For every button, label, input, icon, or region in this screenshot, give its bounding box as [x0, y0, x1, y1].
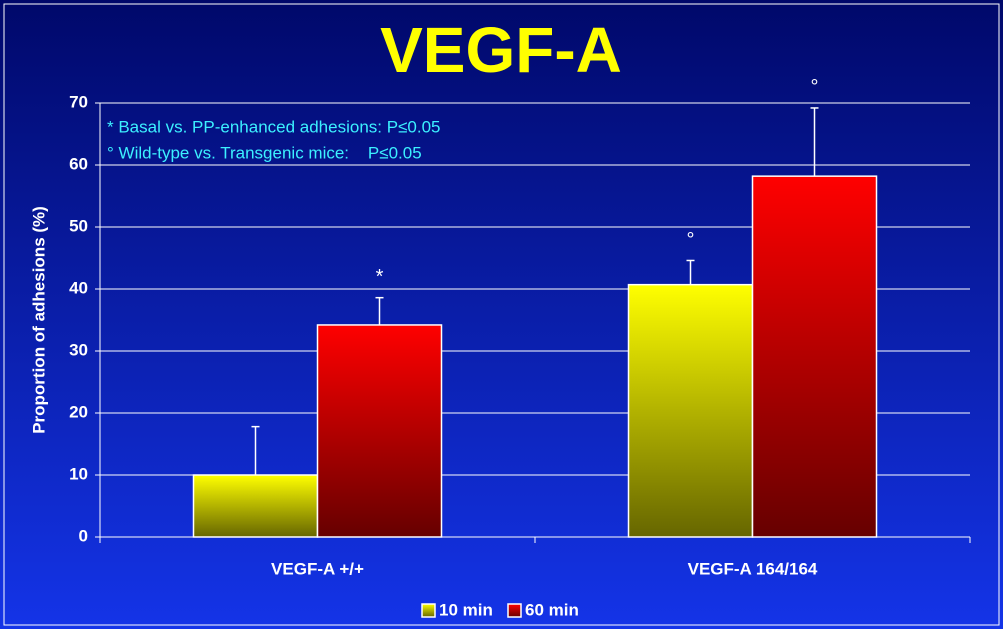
legend-label: 60 min [525, 600, 579, 619]
bar [627, 283, 754, 538]
note: * Basal vs. PP-enhanced adhesions: P≤0.0… [107, 117, 440, 136]
y-tick-label: 70 [69, 92, 88, 111]
y-tick-label: 60 [69, 154, 88, 173]
y-tick-label: 30 [69, 340, 88, 359]
bar [192, 474, 319, 538]
y-tick-label: 50 [69, 216, 88, 235]
y-tick-label: 40 [69, 278, 88, 297]
significance-marker: * [376, 266, 384, 288]
bar [751, 175, 878, 538]
y-tick-label: 10 [69, 464, 88, 483]
y-tick-label: 20 [69, 402, 88, 421]
legend-swatch [507, 603, 522, 618]
bar [316, 324, 443, 538]
legend-label: 10 min [439, 600, 493, 619]
frame [3, 3, 1000, 626]
significance-marker: ° [811, 76, 819, 98]
x-tick-label: VEGF-A +/+ [271, 559, 364, 578]
significance-marker: ° [687, 229, 695, 251]
chart-title: VEGF-A [380, 14, 622, 86]
note: ° Wild-type vs. Transgenic mice: P≤0.05 [107, 143, 422, 162]
x-tick-label: VEGF-A 164/164 [688, 559, 818, 578]
y-tick-label: 0 [79, 526, 88, 545]
y-axis-label: Proportion of adhesions (%) [29, 206, 48, 434]
legend-swatch [421, 603, 436, 618]
